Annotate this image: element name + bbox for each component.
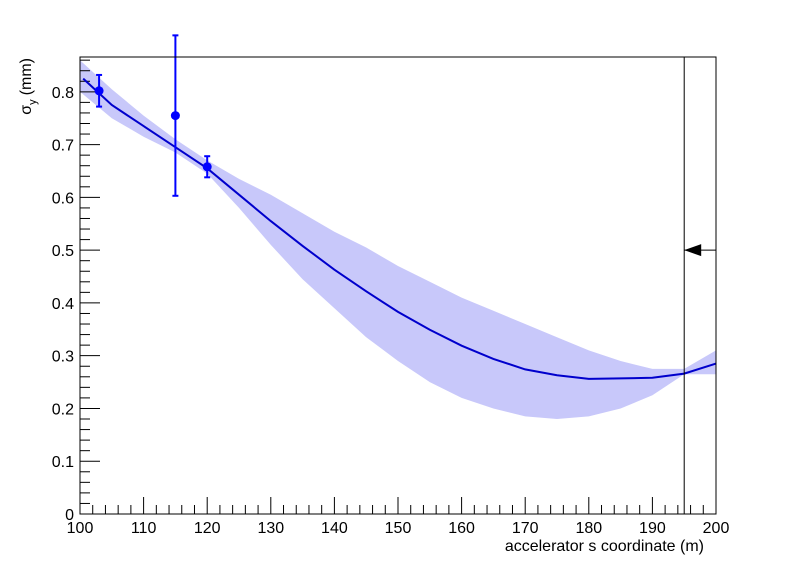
y-tick-label: 0.8 [52,85,74,102]
x-tick-label: 110 [131,520,157,537]
y-axis-subscript: y [27,99,39,105]
x-tick-label: 190 [639,520,666,537]
x-axis-label: accelerator s coordinate (m) [505,538,704,555]
x-tick-label: 180 [575,520,602,537]
fit-curve-group [82,77,717,380]
axis-tick-labels: 100 110 120 130 140 150 160 170 180 190 200 0 0.1 0.2… [52,85,730,537]
x-tick-label: 120 [194,520,221,537]
data-points [94,34,212,197]
confidence-band-area [80,60,716,419]
y-tick-label: 0.5 [52,243,74,260]
x-tick-label: 140 [321,520,348,537]
x-tick-label: 160 [448,520,475,537]
x-tick-label: 130 [257,520,284,537]
axis-ticks [79,59,717,515]
x-tick-label: 150 [385,520,412,537]
data-point [94,86,104,96]
y-tick-label: 0.6 [52,190,74,207]
x-tick-label: 170 [512,520,539,537]
data-point [170,111,180,121]
y-axis-unit: (mm) [18,58,35,95]
y-axis-label: σy (mm) [18,58,39,115]
vertical-marker [683,57,716,514]
x-tick-label: 100 [67,520,94,537]
x-tick-label: 200 [703,520,730,537]
y-tick-label: 0.1 [52,454,74,471]
y-tick-label: 0.2 [52,401,74,418]
confidence-band [80,60,716,419]
y-tick-label: 0.3 [52,349,74,366]
fit-curve [82,77,717,380]
y-tick-label: 0.4 [52,296,74,313]
plot-frame [79,56,717,515]
y-tick-label: 0.7 [52,138,74,155]
y-tick-label: 0 [65,507,74,524]
data-point [202,162,212,172]
y-axis-symbol: σ [18,105,35,115]
marker-arrow-head [684,244,702,257]
